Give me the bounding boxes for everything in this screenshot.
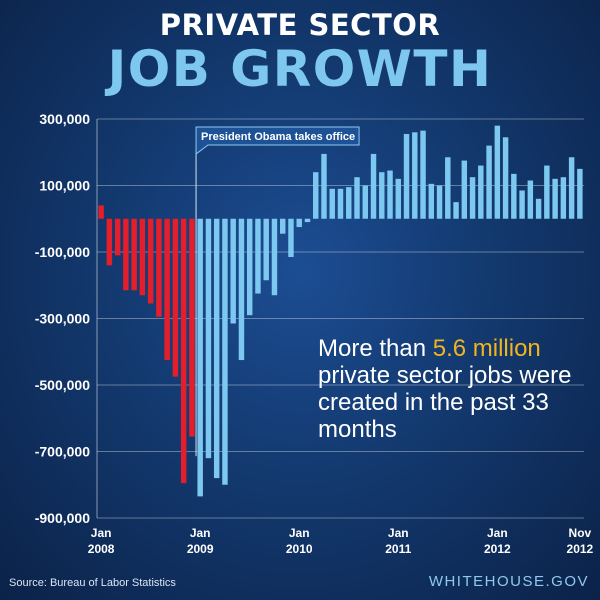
x-tick-year: 2008 (88, 542, 115, 556)
bar (478, 165, 484, 219)
bar (494, 125, 501, 219)
office-marker-callout (195, 126, 360, 155)
x-tick-year: 2012 (484, 542, 511, 556)
x-tick-month: Jan (289, 526, 310, 540)
title-line-2: JOB GROWTH (107, 40, 493, 98)
y-tick-label: 300,000 (39, 111, 90, 127)
x-tick-month: Jan (487, 526, 508, 540)
bar (321, 153, 327, 219)
bar (395, 178, 402, 219)
bar (461, 160, 468, 219)
bar (387, 170, 393, 219)
bar (180, 218, 187, 484)
x-tick-month: Jan (388, 526, 409, 540)
bar (131, 218, 137, 291)
bar (568, 157, 575, 219)
x-tick-year: 2010 (286, 542, 313, 556)
bar (98, 205, 104, 219)
bar (139, 218, 146, 296)
bar (428, 183, 435, 219)
bar (222, 218, 228, 485)
x-tick-month: Nov (569, 526, 592, 540)
office-marker-label: President Obama takes office (201, 131, 355, 143)
bar (279, 218, 286, 234)
bar (445, 157, 451, 219)
bar (114, 218, 121, 256)
bar (527, 180, 534, 219)
bar (238, 218, 245, 361)
bar (230, 218, 236, 324)
bar (271, 218, 278, 296)
bar (486, 145, 492, 219)
source-note: Source: Bureau of Labor Statistics (9, 577, 176, 589)
bar (288, 218, 294, 257)
bar (502, 137, 509, 219)
annotation-pre: More than (318, 335, 433, 362)
bar (412, 132, 418, 219)
bar (313, 172, 319, 219)
bar (535, 198, 542, 219)
bar (420, 130, 426, 219)
bar (362, 185, 368, 219)
bar (354, 177, 360, 219)
bar (205, 218, 212, 459)
bar (255, 218, 261, 294)
bar (197, 218, 203, 497)
bar (544, 165, 550, 219)
bar (519, 190, 525, 219)
bar (577, 168, 583, 219)
bar (329, 188, 335, 219)
y-tick-label: 100,000 (39, 178, 90, 194)
bar (453, 202, 459, 219)
bar (436, 185, 443, 219)
bar (560, 177, 567, 219)
bar (379, 172, 385, 219)
bar (123, 218, 129, 291)
bar (296, 218, 302, 228)
annotation-post: private sector jobs were created in the … (318, 362, 572, 443)
y-tick-label: -500,000 (35, 377, 90, 393)
y-tick-label: -100,000 (35, 244, 90, 260)
bar (189, 218, 195, 437)
bar (156, 218, 162, 317)
bar (147, 218, 154, 304)
bar (106, 218, 113, 266)
bar (469, 177, 476, 219)
bar (346, 187, 352, 219)
bar (370, 153, 377, 219)
bar (164, 218, 170, 361)
y-tick-label: -300,000 (35, 311, 90, 327)
x-tick-month: Jan (190, 526, 211, 540)
y-tick-label: -700,000 (35, 444, 90, 460)
bar (172, 218, 179, 377)
annotation-text: More than 5.6 million private sector job… (318, 335, 588, 443)
title-line-1: PRIVATE SECTOR (159, 8, 441, 42)
x-tick-month: Jan (91, 526, 112, 540)
bar (246, 218, 253, 316)
bar (263, 218, 269, 281)
x-tick-year: 2009 (187, 542, 214, 556)
bar (403, 133, 410, 219)
x-tick-year: 2012 (567, 542, 594, 556)
bar (213, 218, 220, 479)
x-tick-year: 2011 (385, 542, 411, 556)
bar (304, 218, 311, 223)
brand-link[interactable]: WHITEHOUSE.GOV (428, 573, 589, 590)
bar (337, 188, 344, 219)
bar (511, 173, 517, 219)
annotation-highlight: 5.6 million (432, 335, 541, 362)
bar (552, 178, 558, 219)
y-tick-label: -900,000 (35, 510, 90, 526)
